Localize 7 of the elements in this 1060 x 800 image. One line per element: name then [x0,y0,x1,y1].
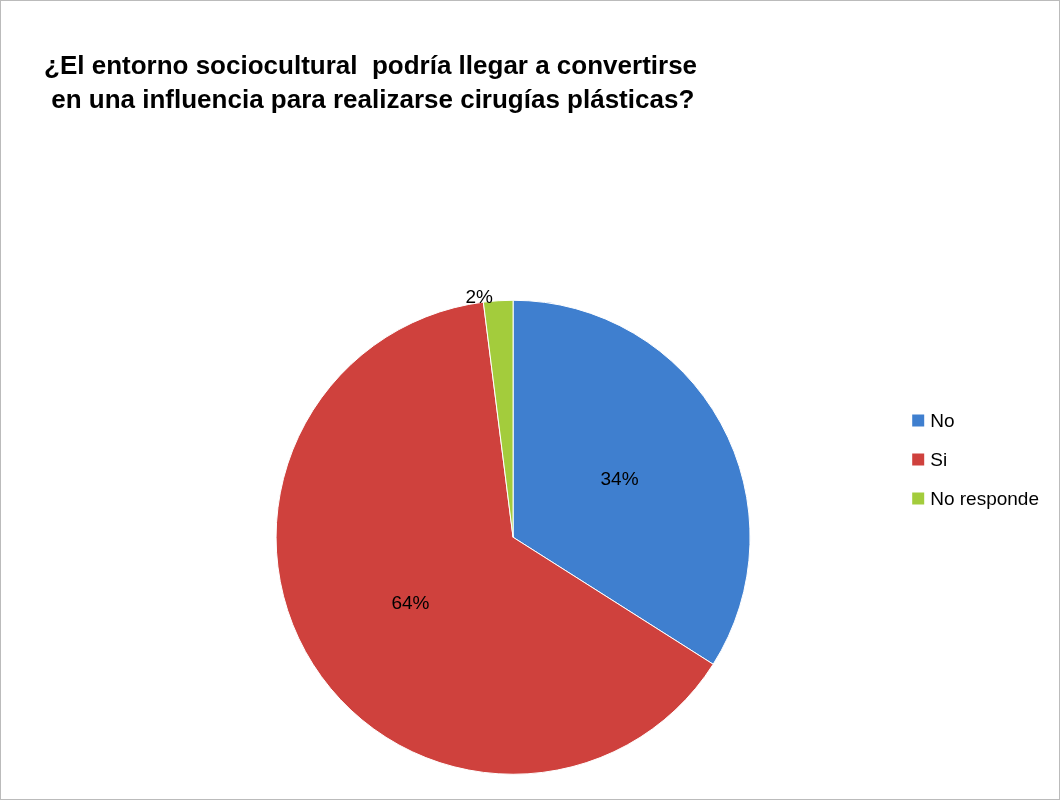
data-label: 2% [465,286,494,308]
legend-label: No [930,410,955,431]
data-label: 34% [600,468,639,490]
chart-title: ¿El entorno sociocultural podría llegar a convertirse en una influencia para realizarse cirugías plásticas? [44,50,698,114]
data-label: 64% [391,591,430,613]
legend-label: Si [930,449,948,470]
legend-label: No responde [930,488,1039,509]
